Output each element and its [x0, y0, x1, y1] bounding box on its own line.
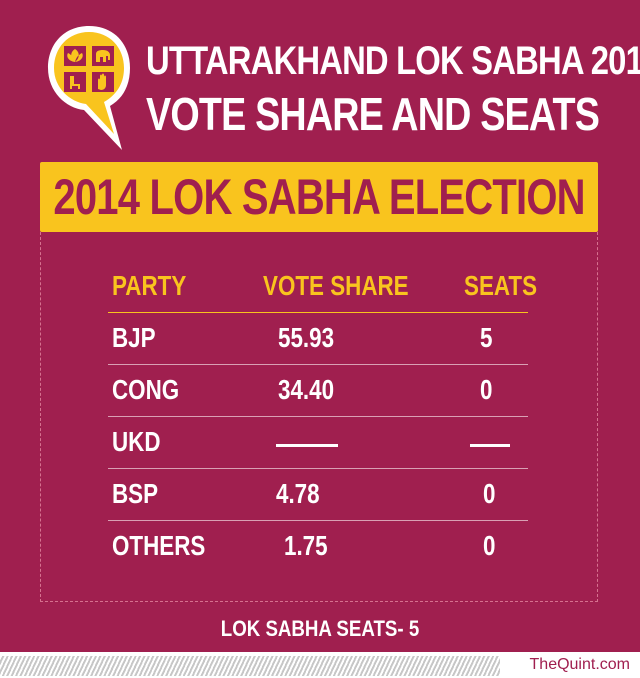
- elephant-icon: [96, 50, 110, 62]
- vote-share-value: 55.93: [278, 322, 335, 353]
- column-header-seats: SEATS: [464, 270, 538, 301]
- brand-strip: TheQuint.com: [0, 652, 640, 678]
- brand-name: TheQuint.com: [529, 656, 630, 673]
- seats-value: 0: [483, 478, 496, 509]
- total-seats-note: LOK SABHA SEATS- 5: [220, 616, 420, 641]
- chair-icon: [70, 76, 80, 89]
- party-name: CONG: [112, 374, 180, 405]
- party-name: BSP: [112, 478, 159, 509]
- vote-share-value: 1.75: [284, 530, 328, 561]
- table-header-row: PARTY VOTE SHARE SEATS: [108, 260, 537, 313]
- table-row: BJP 55.93 5: [108, 312, 528, 365]
- hatch-pattern: [0, 656, 500, 676]
- banner-title: 2014 LOK SABHA ELECTION: [53, 169, 585, 225]
- seats-value: 5: [480, 322, 493, 353]
- page-subtitle: VOTE SHARE AND SEATS: [146, 88, 600, 140]
- vote-share-value: 34.40: [278, 374, 335, 405]
- election-banner: 2014 LOK SABHA ELECTION: [40, 162, 598, 232]
- table-row: BSP 4.78 0: [108, 468, 528, 521]
- table-row: UKD: [108, 416, 528, 469]
- page-title: UTTARAKHAND LOK SABHA 2014: [146, 39, 640, 83]
- party-name: UKD: [112, 426, 161, 457]
- quint-election-logo: [48, 26, 130, 150]
- hand-icon: [98, 73, 106, 90]
- lotus-icon: [67, 49, 83, 62]
- table-row: CONG 34.40 0: [108, 364, 528, 417]
- party-name: BJP: [112, 322, 156, 353]
- seats-value: 0: [480, 374, 493, 405]
- results-table-frame: [40, 232, 598, 602]
- seats-value: 0: [483, 530, 496, 561]
- column-header-party: PARTY: [112, 270, 187, 301]
- vote-share-empty-dash: [276, 444, 338, 447]
- column-header-vote-share: VOTE SHARE: [263, 270, 409, 301]
- party-name: OTHERS: [112, 530, 206, 561]
- table-row: OTHERS 1.75 0: [108, 520, 528, 572]
- vote-share-value: 4.78: [276, 478, 320, 509]
- seats-empty-dash: [470, 444, 510, 447]
